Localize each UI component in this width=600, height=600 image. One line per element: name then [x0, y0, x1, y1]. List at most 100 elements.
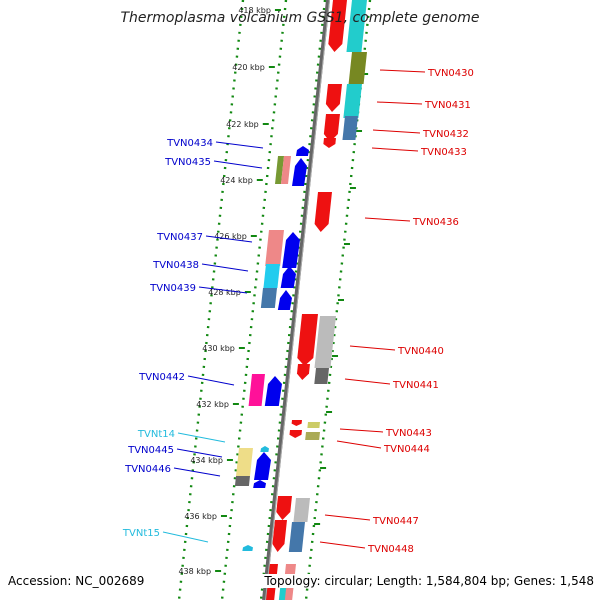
gene-block-red: [272, 520, 287, 552]
gene-label-tvn0442: TVN0442: [138, 372, 185, 383]
label-leader-tvn0447: [324, 514, 371, 521]
axis-tick-label: 432 kbp: [196, 400, 229, 409]
gene-block-blue: [253, 480, 266, 488]
gene-label-tvn0443: TVN0443: [385, 428, 432, 439]
label-leader-tvn0439: [198, 286, 248, 294]
axis-tick-label: 418 kbp: [238, 6, 271, 15]
gene-block-steelblue: [288, 522, 305, 552]
gene-block-darkgrey: [314, 368, 329, 384]
gene-block-blue: [277, 290, 292, 310]
axis-tick-label: 436 kbp: [184, 512, 217, 521]
gene-block-trna: [260, 446, 269, 452]
label-leader-tvnt15: [162, 531, 209, 543]
gene-block-yellow: [236, 448, 253, 476]
gene-label-tvn0446: TVN0446: [124, 464, 171, 475]
gene-block-blue: [280, 266, 296, 288]
gene-block-red: [289, 430, 302, 438]
gene-label-tvnt15: TVNt15: [122, 528, 160, 539]
label-leader-tvn0437: [205, 235, 253, 243]
axis-tick-label: 428 kbp: [208, 288, 241, 297]
gene-block-red: [314, 192, 332, 232]
axis-tick-label: 434 kbp: [190, 456, 223, 465]
gene-label-tvn0434: TVN0434: [166, 138, 213, 149]
gene-block-skyblue: [263, 264, 280, 288]
gene-block-cyan: [346, 0, 367, 52]
genome-backbone-highlight: [265, 0, 330, 600]
label-leader-tvn0433: [371, 147, 419, 152]
gene-block-red: [325, 84, 342, 112]
gene-block-red: [276, 496, 292, 520]
gene-block-red: [323, 114, 340, 142]
gene-block-red: [296, 364, 310, 380]
gene-label-tvn0432: TVN0432: [422, 129, 469, 140]
label-leader-tvn0440: [349, 345, 396, 351]
gene-block-blue: [282, 232, 300, 268]
label-leader-tvn0434: [215, 141, 264, 149]
gene-block-khaki: [307, 422, 320, 428]
gene-label-tvn0445: TVN0445: [127, 445, 174, 456]
gene-label-tvn0448: TVN0448: [367, 544, 414, 555]
gene-block-red: [297, 314, 318, 366]
gene-block-blue: [295, 146, 309, 156]
axis-tick-label: 438 kbp: [178, 567, 211, 576]
gene-block-pink: [281, 156, 291, 184]
gene-label-tvn0441: TVN0441: [392, 380, 439, 391]
axis-tick-label: 424 kbp: [220, 176, 253, 185]
gene-label-tvnt14: TVNt14: [137, 429, 175, 440]
tick-marks: 418 kbp 420 kbp 422 kbp 424 kbp 426 kbp 428 k…: [178, 6, 369, 576]
ruler-track-2: [177, 0, 245, 600]
label-leader-tvn0441: [344, 378, 391, 385]
gene-label-tvn0430: TVN0430: [427, 68, 474, 79]
gene-label-tvn0439: TVN0439: [149, 283, 196, 294]
label-leader-tvn0431: [376, 101, 423, 105]
gene-block-red: [328, 0, 347, 52]
gene-block-green: [275, 156, 284, 184]
gene-block-grey: [293, 498, 310, 522]
gene-block-red: [291, 420, 302, 426]
gene-label-tvn0447: TVN0447: [372, 516, 419, 527]
gene-labels: TVN0430 TVN0431 TVN0432 TVN0433 TVN0436 TVN04…: [122, 68, 474, 555]
gene-block-darkgrey: [234, 476, 250, 486]
gene-label-tvn0436: TVN0436: [412, 217, 459, 228]
gene-block-grey: [314, 316, 336, 368]
label-leaders: [162, 69, 426, 549]
gene-block-cyan: [343, 84, 362, 118]
gene-block-salmon: [265, 230, 284, 266]
ruler-track-1: [220, 0, 288, 600]
gene-features: [234, 0, 367, 600]
label-leader-tvn0446: [173, 467, 221, 477]
label-leader-tvn0430: [379, 69, 426, 73]
gene-block-trna: [242, 545, 253, 551]
label-leader-tvn0445: [176, 448, 223, 458]
gene-block-magenta: [248, 374, 265, 406]
gene-block-khaki: [305, 432, 320, 440]
gene-label-tvn0435: TVN0435: [164, 157, 211, 168]
label-leader-tvn0448: [319, 541, 366, 549]
gene-block-blue: [264, 376, 282, 406]
label-leader-tvnt14: [177, 432, 226, 443]
label-leader-tvn0436: [364, 217, 411, 222]
gene-label-tvn0438: TVN0438: [152, 260, 199, 271]
axis-tick-label: 420 kbp: [232, 63, 265, 72]
genome-summary-text: Topology: circular; Length: 1,584,804 bp…: [260, 574, 594, 588]
axis-tick-label: 426 kbp: [214, 232, 247, 241]
label-leader-tvn0444: [336, 440, 382, 449]
axis-tick-label: 422 kbp: [226, 120, 259, 129]
accession-text: Accession: NC_002689: [8, 574, 149, 588]
gene-block-blue: [292, 158, 307, 186]
gene-label-tvn0440: TVN0440: [397, 346, 444, 357]
gene-block-olive: [348, 52, 367, 84]
label-leader-tvn0443: [339, 428, 384, 433]
gene-label-tvn0431: TVN0431: [424, 100, 471, 111]
map-title: Thermoplasma volcanium GSS1, complete ge…: [120, 10, 480, 26]
label-leader-tvn0432: [372, 129, 421, 134]
label-leader-tvn0438: [201, 263, 249, 272]
gene-label-tvn0433: TVN0433: [420, 147, 467, 158]
gene-block-blue: [254, 452, 271, 480]
gene-block-steelblue: [260, 288, 277, 308]
gene-block-steelblue: [342, 116, 358, 140]
gene-label-tvn0444: TVN0444: [383, 444, 430, 455]
gene-label-tvn0437: TVN0437: [156, 232, 203, 243]
genome-backbone: [262, 0, 330, 600]
